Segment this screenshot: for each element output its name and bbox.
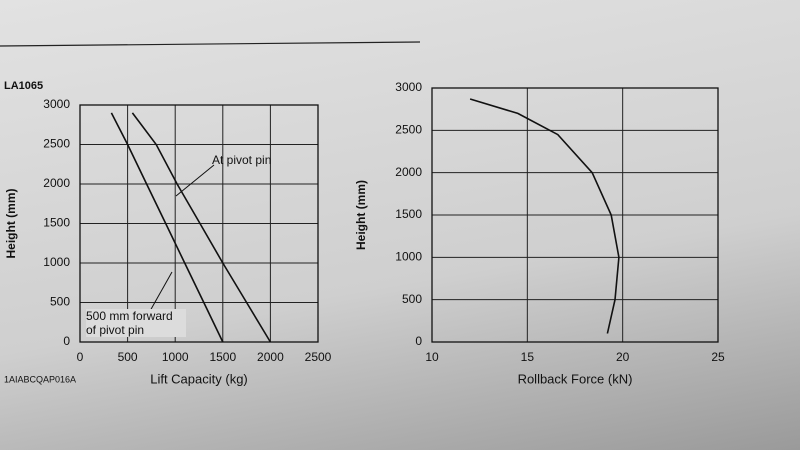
x-tick-label: 2500 xyxy=(305,350,332,364)
x-tick-label: 1500 xyxy=(209,350,236,364)
plot-frame xyxy=(431,87,719,343)
y-axis-label: Height (mm) xyxy=(354,180,368,250)
annotation-leader xyxy=(149,271,173,312)
y-tick-label: 2500 xyxy=(395,123,422,137)
y-tick-label: 2500 xyxy=(43,137,70,151)
y-tick-label: 500 xyxy=(50,295,70,309)
x-tick-label: 500 xyxy=(118,350,138,364)
y-tick-label: 500 xyxy=(402,292,422,306)
series-line xyxy=(110,112,224,343)
series-annotation: At pivot pin xyxy=(212,153,272,167)
x-tick-label: 20 xyxy=(616,350,630,364)
annotation-leader xyxy=(175,164,215,197)
series-line xyxy=(131,112,272,343)
x-tick-label: 15 xyxy=(521,350,535,364)
x-axis-label: Lift Capacity (kg) xyxy=(150,371,248,386)
y-tick-label: 1500 xyxy=(395,207,422,221)
x-tick-label: 10 xyxy=(425,350,439,364)
page-rule xyxy=(0,41,421,47)
y-tick-label: 3000 xyxy=(43,97,70,111)
x-tick-label: 0 xyxy=(77,350,84,364)
plot-frame xyxy=(79,104,319,343)
figure-title: LA1065 xyxy=(4,80,43,92)
y-axis-label: Height (mm) xyxy=(4,189,18,259)
x-tick-label: 1000 xyxy=(162,350,189,364)
y-tick-label: 1000 xyxy=(395,250,422,264)
series-annotation: 500 mm forward of pivot pin xyxy=(86,309,186,337)
y-tick-label: 1500 xyxy=(43,216,70,230)
y-tick-label: 1000 xyxy=(43,255,70,269)
x-tick-label: 25 xyxy=(711,350,725,364)
y-tick-label: 2000 xyxy=(395,165,422,179)
x-axis-label: Rollback Force (kN) xyxy=(518,371,633,386)
y-tick-label: 3000 xyxy=(395,80,422,94)
y-tick-label: 0 xyxy=(415,334,422,348)
series-line xyxy=(469,98,620,334)
x-tick-label: 2000 xyxy=(257,350,284,364)
y-tick-label: 0 xyxy=(63,334,70,348)
y-tick-label: 2000 xyxy=(43,176,70,190)
figure-code: 1AIABCQAP016A xyxy=(4,374,76,384)
